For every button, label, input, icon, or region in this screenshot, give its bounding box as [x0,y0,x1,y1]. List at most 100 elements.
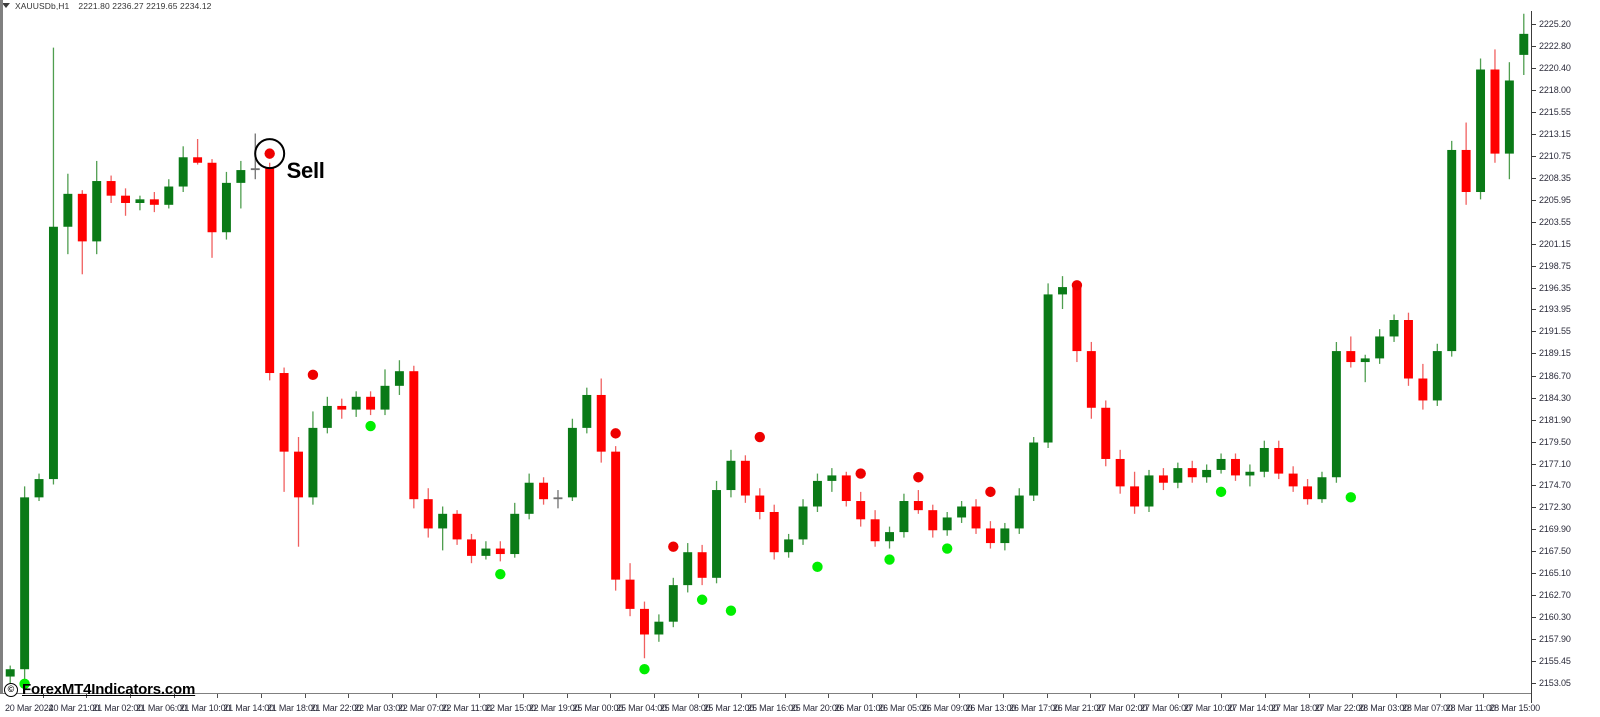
candle-body [193,157,203,163]
caret-down-icon[interactable] [2,3,10,8]
price-tick [1532,507,1536,509]
price-tick [1532,529,1536,531]
time-tick-label: 21 Mar 14:00 [223,703,274,713]
price-tick [1532,617,1536,619]
candle-body [740,460,750,496]
price-tick-label: 2172.30 [1539,502,1571,513]
candle-body [366,396,376,410]
candle-body [279,373,289,452]
buy-signal-dot-icon [495,568,506,580]
time-tick-label: 26 Mar 17:00 [1009,703,1060,713]
candle-body [495,548,505,555]
copyright-icon: © [4,682,18,697]
time-tick [348,694,350,698]
candle-body [380,385,390,410]
time-tick-label: 26 Mar 13:00 [965,703,1017,713]
candle-body [942,517,952,531]
time-tick-label: 27 Mar 18:00 [1271,703,1322,713]
time-tick-label: 27 Mar 10:00 [1183,703,1235,713]
candle-body [250,168,260,171]
sell-signal-dot-icon [754,431,765,443]
candle-body [322,405,332,428]
sell-signal-highlight-circle [254,138,286,170]
candle-body [870,519,880,542]
candle-body [957,506,967,518]
sell-signal-dot-icon [913,472,924,483]
candle-body [1274,447,1284,474]
price-tick [1532,287,1536,289]
price-tick-label: 2153.05 [1539,678,1571,689]
watermark-text: ForexMT4Indicators.com [22,681,196,698]
time-tick-label: 20 Mar 21:00 [48,703,100,713]
buy-signal-dot-icon [639,664,650,675]
price-tick-label: 2205.95 [1539,194,1571,205]
sell-signal-dot-icon [610,428,621,439]
candle-body [394,371,404,386]
candle-body [1418,378,1428,401]
buy-signal-dot-icon [696,594,708,605]
candle-body [913,501,923,511]
buy-signal-dot-icon [365,420,376,432]
time-tick [435,694,437,698]
price-tick [1532,221,1536,223]
time-tick [1090,694,1092,698]
price-tick [1532,67,1536,69]
candle-body [5,669,15,677]
time-axis[interactable]: 20 Mar 2024 20 Mar 21:00 21 Mar 02:00 21 Ma… [0,694,1600,717]
time-tick-label: 20 Mar 2024 [5,703,54,713]
price-tick [1532,353,1536,355]
time-tick-label: 22 Mar 11:00 [441,703,492,713]
candle-body [149,199,159,205]
candle-body [337,405,347,410]
price-axis[interactable]: 2225.20 2222.80 2220.40 2218.00 2215.55 2213.… [1532,0,1600,717]
candle-body [481,548,491,556]
candle-body [221,182,231,233]
candle-body [20,497,30,670]
buy-signal-dot-icon [19,678,30,690]
candle-body [1432,351,1442,401]
candle-body [1072,287,1082,352]
sell-signal-dot-icon [307,369,319,381]
time-tick-label: 22 Mar 15:00 [485,703,536,713]
price-tick [1532,45,1536,47]
candle-body [1029,442,1039,496]
time-tick-label: 27 Mar 02:00 [1096,703,1148,713]
sell-signal-dot-icon [985,486,996,498]
sell-signal-dot-icon [1071,280,1083,291]
time-tick [959,694,961,698]
time-tick-label: 26 Mar 05:00 [878,703,929,713]
time-tick-label: 28 Mar 07:00 [1402,703,1453,713]
chart-left-border [0,0,3,694]
time-tick-label: 27 Mar 06:00 [1140,703,1191,713]
price-tick [1532,441,1536,443]
candle-body [697,552,707,578]
sell-signal-dot-icon [668,541,679,552]
candles-svg [5,13,1529,692]
buy-signal-dot-icon [812,561,823,573]
sell-annotation-label: Sell [286,157,325,183]
candle-body [712,490,722,578]
candle-body [409,371,419,500]
candle-body [755,495,765,512]
candle-body [106,181,116,196]
price-tick-label: 2196.35 [1539,282,1571,293]
time-tick-label: 28 Mar 11:00 [1445,703,1496,713]
candle-body [841,475,851,502]
candle-body [640,608,649,635]
price-tick [1532,683,1536,685]
candle-body [452,513,462,540]
price-tick-label: 2198.75 [1539,260,1571,271]
time-tick-label: 26 Mar 01:00 [834,703,886,713]
price-tick [1532,551,1536,553]
candle-body [207,162,217,233]
candle-body [1259,447,1269,472]
candle-body [438,513,448,529]
time-tick-label: 22 Mar 19:00 [528,703,580,713]
candle-body [1043,294,1053,443]
candlestick-plot-area[interactable] [3,11,1531,693]
buy-signal-dot-icon [725,605,737,616]
candle-body [48,226,58,480]
candle-body [1101,407,1111,459]
chart-info-bar: XAUUSDb,H1 2221.80 2236.27 2219.65 2234.… [0,0,1600,11]
candle-body [1187,468,1197,478]
